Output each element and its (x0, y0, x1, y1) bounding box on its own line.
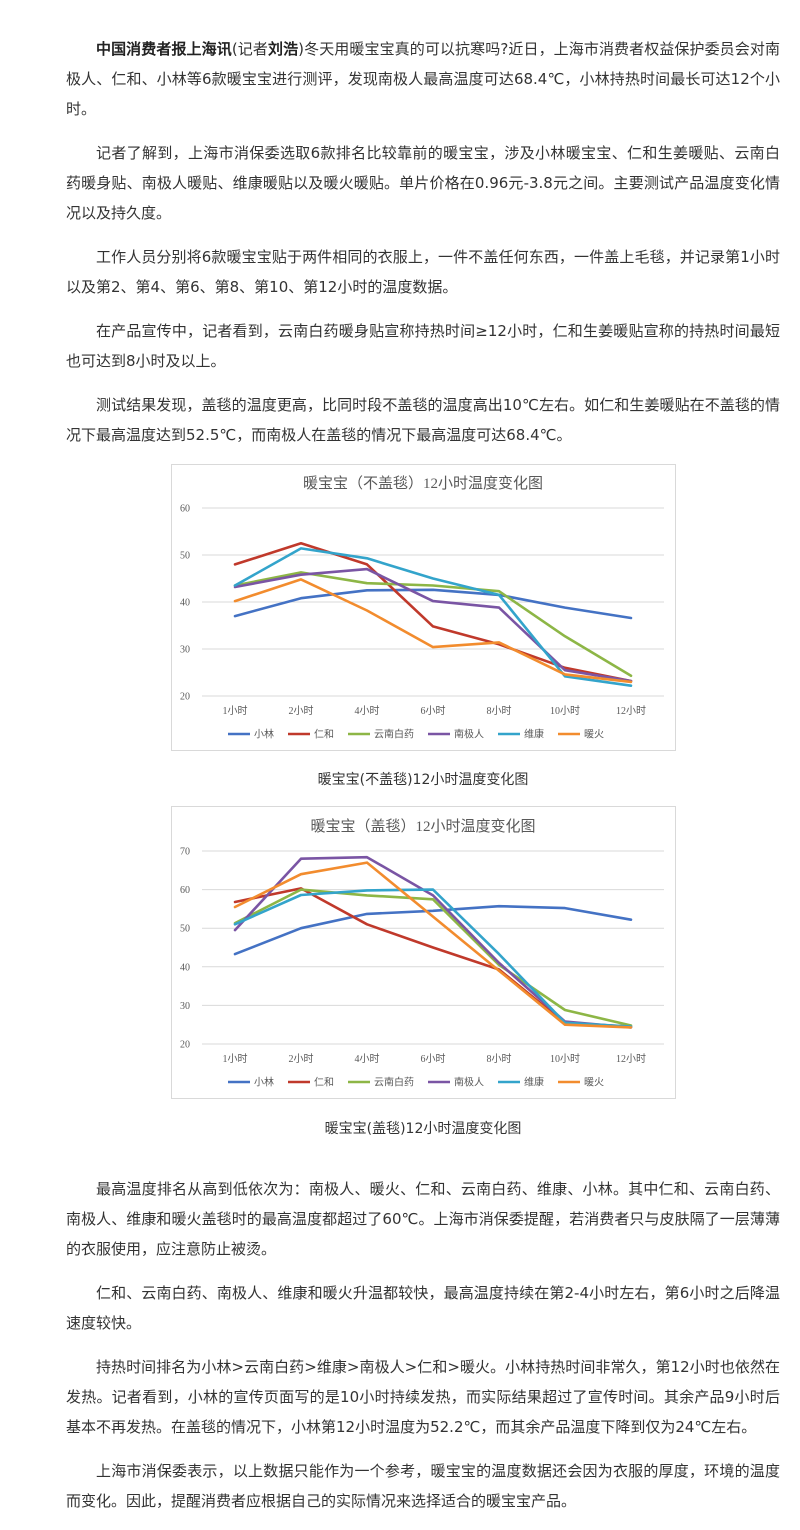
x-tick-label: 6小时 (421, 1053, 446, 1065)
y-tick-label: 20 (180, 1040, 190, 1051)
series-line-1 (233, 588, 633, 620)
paragraph: 仁和、云南白药、南极人、维康和暖火升温都较快，最高温度持续在第2-4小时左右，第… (66, 1284, 780, 1332)
legend-label: 南极人 (454, 728, 484, 741)
x-tick-label: 12小时 (616, 1053, 646, 1065)
chart-title: 暖宝宝（盖毯）12小时温度变化图 (310, 818, 535, 835)
paragraph-lead: 中国消费者报上海讯(记者刘浩)冬天用暖宝宝真的可以抗寒吗?近日，上海市消费者权益… (66, 34, 780, 124)
paragraph: 记者了解到，上海市消保委选取6款排名比较靠前的暖宝宝，涉及小林暖宝宝、仁和生姜暖… (66, 144, 780, 222)
paragraph: 持热时间排名为小林>云南白药>维康>南极人>仁和>暖火。小林持热时间非常久，第1… (66, 1358, 780, 1436)
series-line-3 (233, 888, 633, 1027)
y-tick-label: 20 (180, 692, 190, 703)
x-tick-label: 4小时 (355, 1053, 380, 1065)
legend-label: 云南白药 (374, 728, 414, 741)
paragraph: 测试结果发现，盖毯的温度更高，比同时段不盖毯的温度高出10℃左右。如仁和生姜暖贴… (66, 396, 780, 444)
series-line-2 (233, 542, 633, 683)
legend-label: 小林 (254, 1076, 274, 1089)
series-line-4 (233, 567, 633, 683)
y-tick-label: 30 (180, 645, 190, 656)
y-tick-label: 50 (180, 551, 190, 562)
legend-label: 维康 (524, 728, 544, 741)
series-line-1 (233, 904, 633, 956)
chart-blanket-frame: 暖宝宝（盖毯）12小时温度变化图 20 30 40 50 60 70 1小时 2小时 4小时 6小时… (171, 806, 676, 1099)
paragraph: 最高温度排名从高到低依次为：南极人、暖火、仁和、云南白药、维康、小林。其中仁和、… (66, 1180, 780, 1258)
legend-label: 南极人 (454, 1076, 484, 1089)
y-tick-label: 60 (180, 885, 190, 896)
series-line-3 (233, 571, 633, 678)
chart-no-blanket-frame: 暖宝宝（不盖毯）12小时温度变化图 20 30 40 50 60 1小时 2小时 4小时 6小时 8… (171, 464, 676, 751)
series-line-4 (233, 855, 633, 1029)
x-tick-label: 2小时 (289, 1053, 314, 1065)
legend-label: 云南白药 (374, 1076, 414, 1089)
charts-section: 暖宝宝（不盖毯）12小时温度变化图 20 30 40 50 60 1小时 2小时 4小时 6小时 8… (66, 464, 780, 1174)
article-bottom-section: 最高温度排名从高到低依次为：南极人、暖火、仁和、云南白药、维康、小林。其中仁和、… (66, 1174, 780, 1516)
series-line-6 (233, 578, 633, 684)
y-tick-label: 60 (180, 504, 190, 515)
x-tick-label: 2小时 (289, 705, 314, 717)
legend-label: 暖火 (584, 1076, 604, 1089)
article: 中国消费者报上海讯(记者刘浩)冬天用暖宝宝真的可以抗寒吗?近日，上海市消费者权益… (66, 34, 780, 1530)
paragraph: 上海市消保委表示，以上数据只能作为一个参考，暖宝宝的温度数据还会因为衣服的厚度，… (66, 1462, 780, 1510)
x-tick-label: 4小时 (355, 705, 380, 717)
x-tick-label: 1小时 (223, 1053, 248, 1065)
chart-no-blanket-caption: 暖宝宝(不盖毯)12小时温度变化图 (317, 772, 529, 788)
y-tick-label: 40 (180, 598, 190, 609)
y-tick-label: 70 (180, 847, 190, 858)
news-source: 中国消费者报上海讯 (96, 40, 232, 58)
chart-blanket: 暖宝宝（盖毯）12小时温度变化图 20 30 40 50 60 70 1小时 2小时 4小时 6小时… (180, 818, 664, 1089)
y-tick-label: 40 (180, 962, 190, 973)
paragraph: 在产品宣传中，记者看到，云南白药暖身贴宣称持热时间≥12小时，仁和生姜暖贴宣称的… (66, 322, 780, 370)
article-top-section: 中国消费者报上海讯(记者刘浩)冬天用暖宝宝真的可以抗寒吗?近日，上海市消费者权益… (66, 34, 780, 450)
chart-blanket-caption: 暖宝宝(盖毯)12小时温度变化图 (324, 1121, 522, 1137)
y-tick-label: 30 (180, 1001, 190, 1012)
chart-title: 暖宝宝（不盖毯）12小时温度变化图 (303, 475, 543, 492)
paragraph: 工作人员分别将6款暖宝宝贴于两件相同的衣服上，一件不盖任何东西，一件盖上毛毯，并… (66, 248, 780, 296)
series-line-6 (233, 861, 633, 1029)
y-tick-label: 50 (180, 924, 190, 935)
chart-no-blanket: 暖宝宝（不盖毯）12小时温度变化图 20 30 40 50 60 1小时 2小时 4小时 6小时 8… (180, 475, 664, 741)
series-line-5 (233, 888, 633, 1028)
legend-label: 仁和 (314, 1077, 334, 1089)
x-tick-label: 6小时 (421, 705, 446, 717)
lead-text: )冬天用暖宝宝真的可以抗寒吗?近日，上海市消费者权益保护委员会对南极人、仁和、小… (66, 40, 780, 118)
series-line-5 (233, 547, 633, 687)
legend-label: 仁和 (314, 729, 334, 741)
reporter-name: 刘浩 (267, 40, 299, 58)
legend-label: 小林 (254, 728, 274, 741)
x-tick-label: 8小时 (487, 705, 512, 717)
legend-label: 暖火 (584, 728, 604, 741)
x-tick-label: 10小时 (550, 1053, 580, 1065)
x-tick-label: 8小时 (487, 1053, 512, 1065)
x-tick-label: 10小时 (550, 705, 580, 717)
legend-label: 维康 (524, 1076, 544, 1089)
x-tick-label: 1小时 (223, 705, 248, 717)
x-tick-label: 12小时 (616, 705, 646, 717)
byline-open: (记者 (231, 40, 268, 58)
